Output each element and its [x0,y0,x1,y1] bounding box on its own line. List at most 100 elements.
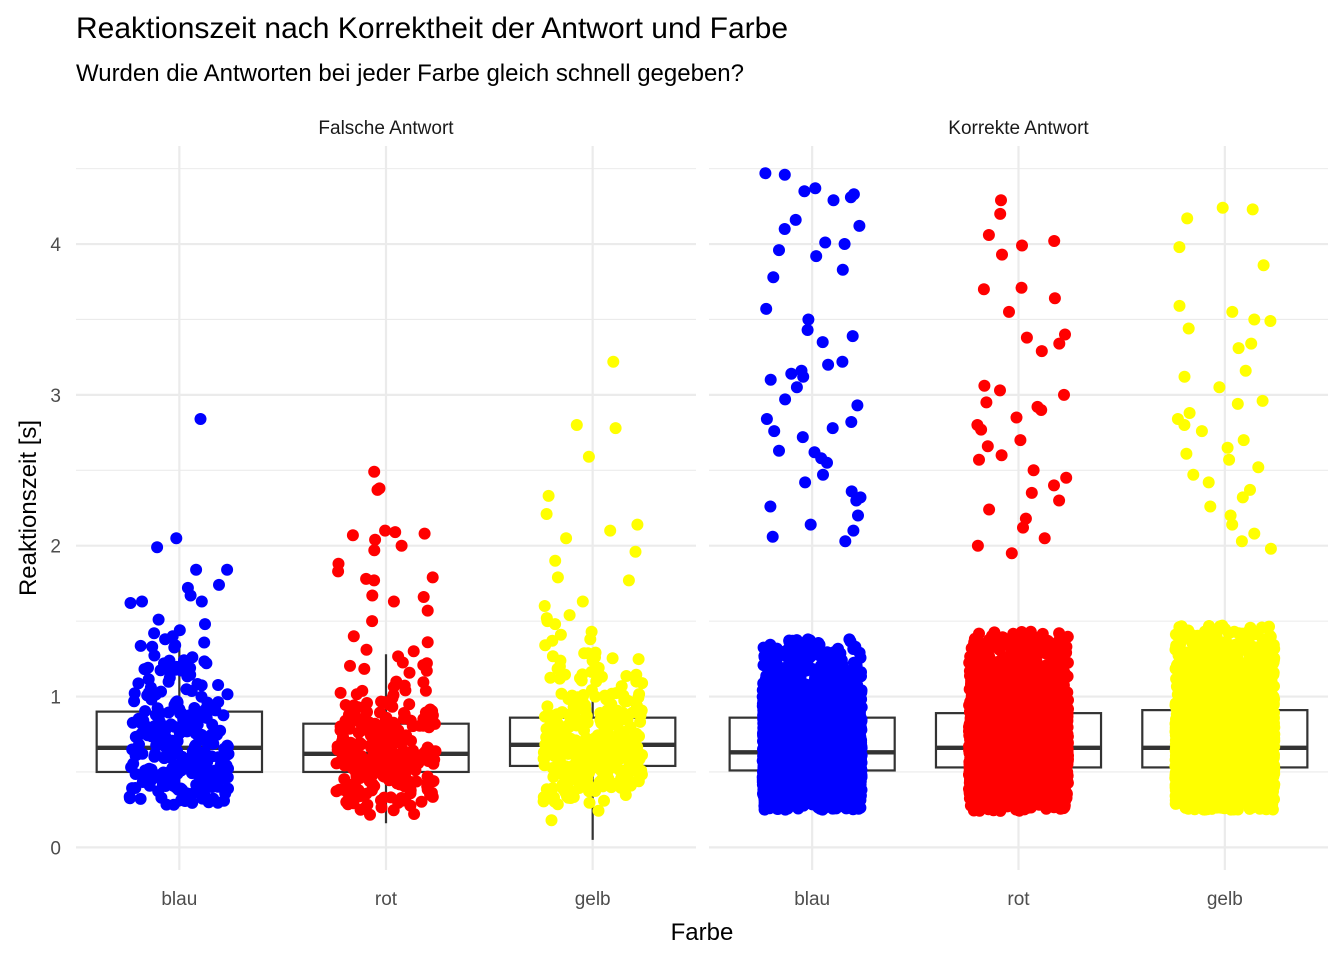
data-point [597,771,609,784]
points-gelb [537,355,649,827]
outlier-point [421,636,434,649]
outlier-point [151,541,164,554]
data-point [369,717,381,730]
data-point [827,754,840,767]
data-point [853,646,866,659]
outlier-point [798,185,811,198]
data-point [356,684,369,697]
data-point [181,787,193,800]
data-point [330,785,343,798]
data-point [196,783,209,796]
data-point [198,745,211,758]
data-point [347,699,360,712]
outlier-point [809,182,822,195]
data-point [836,714,849,727]
data-point [338,748,351,760]
data-point [221,688,234,701]
outlier-point [368,465,381,478]
data-point [364,808,376,821]
data-point [372,757,385,770]
data-point [352,784,365,797]
data-point [816,659,829,672]
x-tick-label: blau [161,889,197,910]
outlier-point [148,627,161,640]
data-point [137,714,150,727]
outlier-point [395,539,408,552]
data-point [155,685,167,698]
data-point [377,770,390,783]
data-point [822,690,835,703]
data-point [175,664,188,677]
data-point [813,676,826,689]
data-point [589,690,602,703]
outlier-point [816,336,829,349]
data-point [409,764,422,777]
data-point [756,697,769,710]
outlier-point [853,219,866,232]
data-point [358,711,371,724]
data-point [184,668,197,681]
data-point [146,640,159,653]
data-point [797,737,810,750]
data-point [574,672,586,685]
data-point [158,657,170,670]
data-point [417,713,430,725]
data-point [764,638,777,651]
data-point [617,712,630,725]
data-point [403,666,416,679]
outlier-point [851,399,864,412]
outlier-point [371,483,384,496]
data-point [598,727,611,740]
data-point [408,808,421,820]
data-point [578,647,591,660]
outlier-point [551,571,564,584]
data-point [556,706,569,719]
data-point [132,677,145,690]
outlier-point [779,393,792,406]
data-point [845,700,858,713]
data-point [615,772,628,785]
data-point [756,684,769,697]
data-point [569,734,582,747]
data-point [142,725,155,738]
data-point [831,669,844,682]
data-point [382,698,395,711]
outlier-point [407,645,420,658]
outlier-point [773,244,785,257]
x-tick-label: gelb [575,889,611,910]
outlier-point [389,526,402,539]
outlier-point [554,628,567,641]
outlier-point [366,589,379,602]
data-point [181,725,193,738]
data-point [551,738,564,751]
data-point [171,744,183,757]
data-point [631,741,644,753]
outlier-point [152,613,165,626]
data-point [804,772,816,785]
data-point [580,709,593,722]
data-point [802,633,814,646]
outlier-point [821,456,833,469]
data-point [606,652,619,665]
data-point [833,796,846,809]
data-point [344,736,357,749]
data-point [849,665,862,678]
data-point [198,636,211,649]
data-point [609,743,622,756]
data-point [762,754,775,767]
outlier-point [838,238,851,250]
data-point [614,781,627,794]
data-point [592,661,605,674]
outlier-point [836,263,849,276]
points-rot [330,465,442,821]
outlier-point [332,565,345,578]
data-point [592,741,605,754]
outlier-point [810,250,823,263]
data-point [417,676,430,689]
data-point [544,671,557,684]
outlier-point [369,533,382,546]
outlier-point [124,597,137,609]
outlier-point [195,595,208,608]
data-point [786,661,799,674]
data-point [366,769,379,782]
